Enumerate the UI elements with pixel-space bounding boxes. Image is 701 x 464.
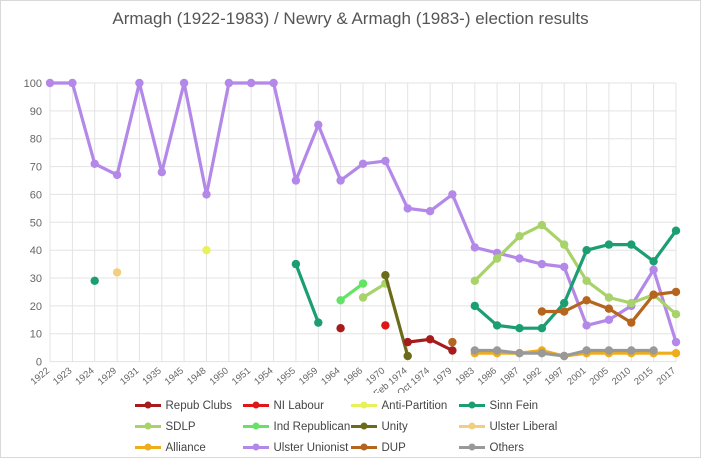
- svg-text:0: 0: [36, 357, 42, 369]
- svg-text:30: 30: [30, 273, 42, 285]
- svg-text:1964: 1964: [319, 365, 342, 387]
- svg-text:90: 90: [30, 106, 42, 118]
- svg-text:2005: 2005: [588, 365, 611, 387]
- svg-text:1935: 1935: [140, 365, 163, 387]
- svg-text:1987: 1987: [498, 365, 521, 387]
- svg-text:1929: 1929: [96, 365, 119, 387]
- svg-text:1924: 1924: [73, 365, 96, 387]
- svg-text:1951: 1951: [230, 365, 253, 387]
- svg-text:2015: 2015: [632, 365, 655, 387]
- svg-text:1954: 1954: [252, 365, 275, 387]
- svg-text:1955: 1955: [275, 365, 298, 387]
- svg-text:1922: 1922: [29, 365, 52, 387]
- svg-text:1923: 1923: [51, 365, 74, 387]
- svg-text:80: 80: [30, 134, 42, 146]
- svg-text:1986: 1986: [476, 365, 499, 387]
- svg-text:2010: 2010: [610, 365, 633, 387]
- svg-text:1983: 1983: [453, 365, 476, 387]
- svg-text:70: 70: [30, 162, 42, 174]
- svg-text:1948: 1948: [185, 365, 208, 387]
- svg-text:10: 10: [30, 329, 42, 341]
- svg-text:20: 20: [30, 301, 42, 313]
- svg-text:1945: 1945: [163, 365, 186, 387]
- svg-text:1950: 1950: [208, 365, 231, 387]
- svg-text:2001: 2001: [565, 365, 588, 387]
- svg-text:2017: 2017: [655, 365, 678, 387]
- svg-text:40: 40: [30, 245, 42, 257]
- svg-text:1931: 1931: [118, 365, 141, 387]
- svg-text:60: 60: [30, 189, 42, 201]
- svg-text:50: 50: [30, 217, 42, 229]
- svg-text:1979: 1979: [431, 365, 454, 387]
- svg-text:1959: 1959: [297, 365, 320, 387]
- svg-text:1992: 1992: [521, 365, 544, 387]
- svg-text:1997: 1997: [543, 365, 566, 387]
- svg-text:100: 100: [24, 78, 42, 90]
- svg-text:1966: 1966: [342, 365, 365, 387]
